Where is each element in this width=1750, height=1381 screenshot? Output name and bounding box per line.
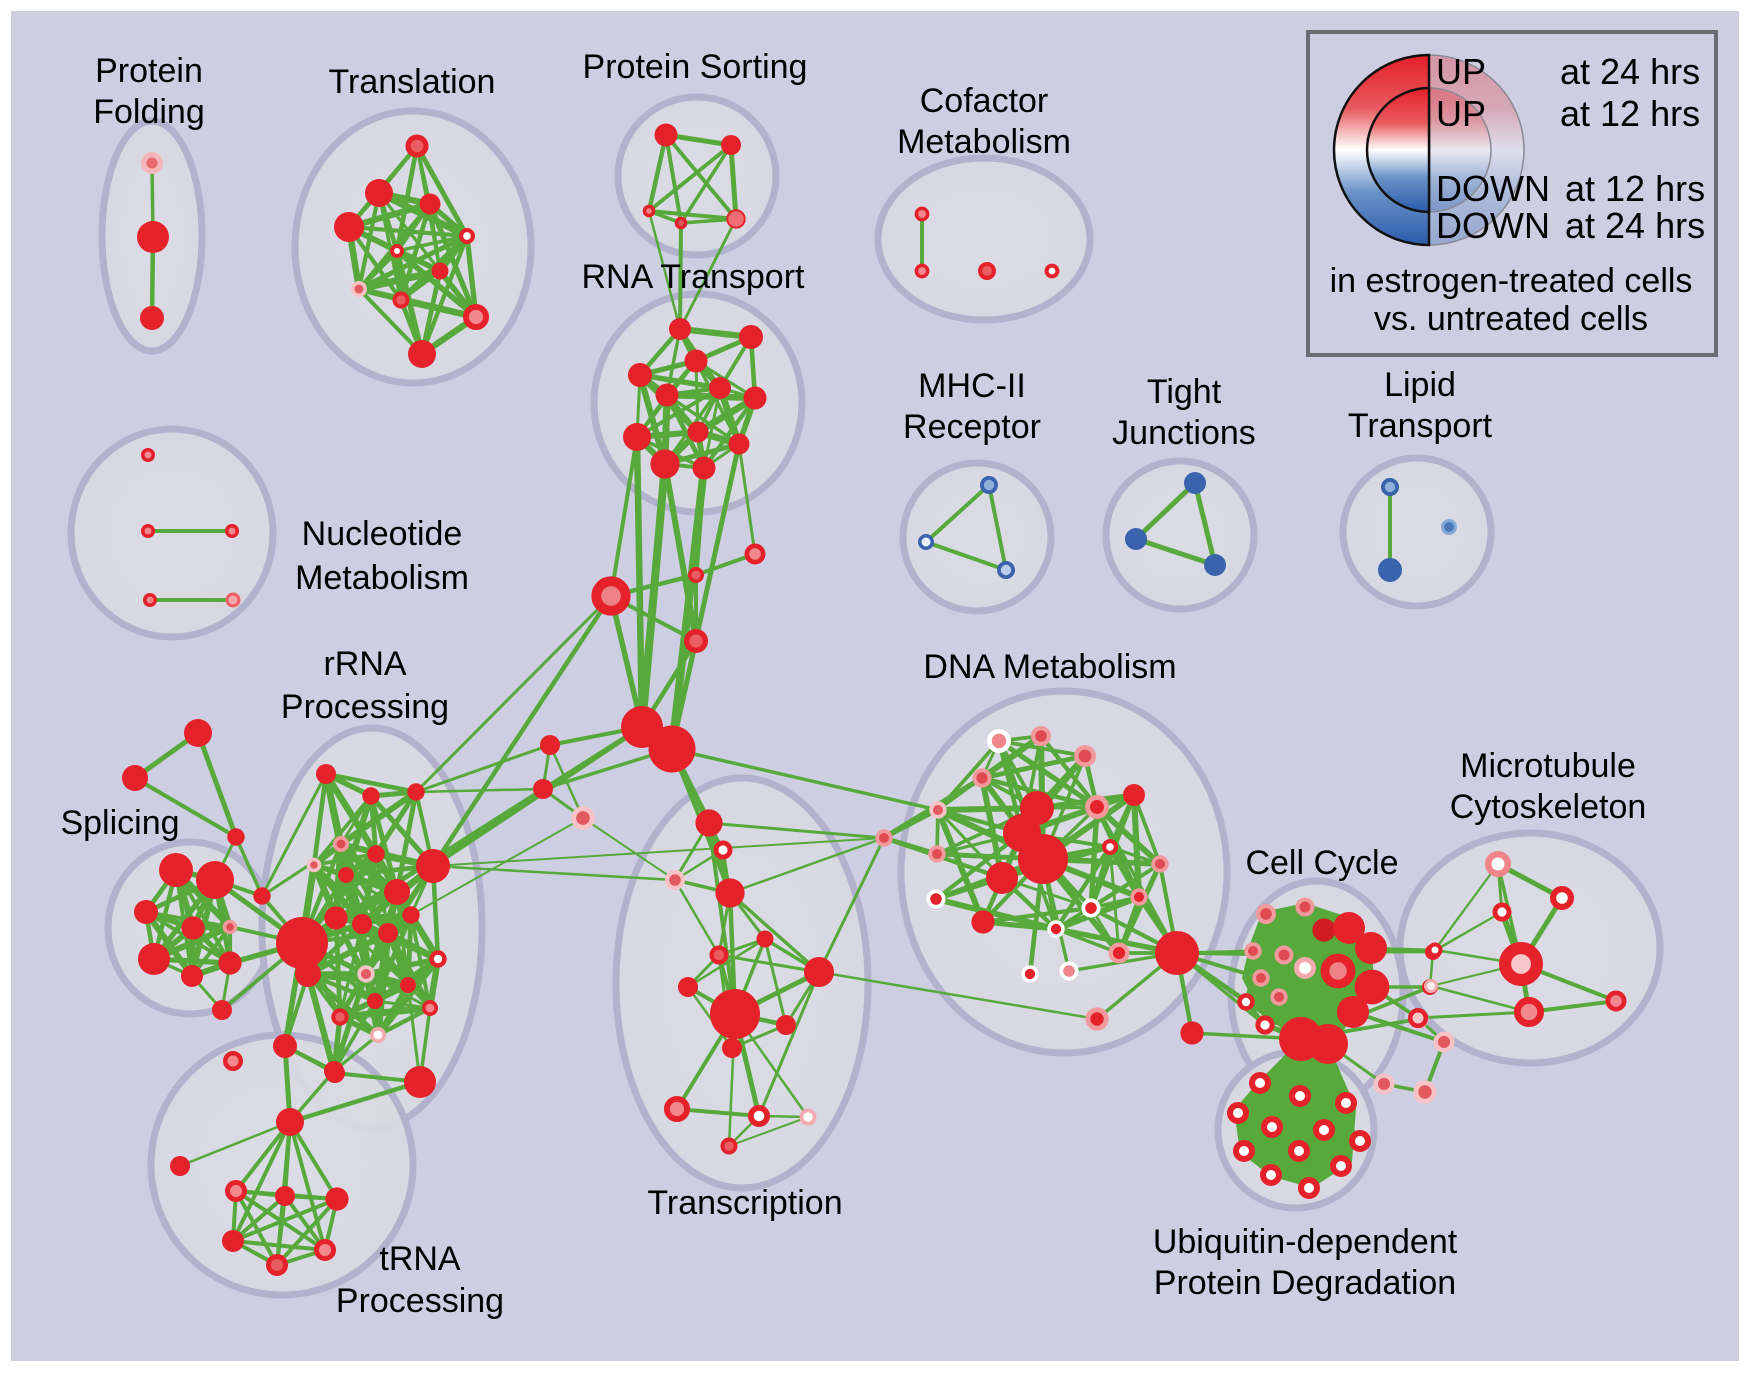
svg-text:Ubiquitin-dependent: Ubiquitin-dependent (1153, 1223, 1458, 1261)
svg-text:at 24 hrs: at 24 hrs (1565, 205, 1705, 246)
svg-text:RNA Transport: RNA Transport (582, 258, 806, 296)
svg-text:Junctions: Junctions (1112, 414, 1256, 452)
svg-text:tRNA: tRNA (379, 1240, 461, 1278)
svg-text:DNA Metabolism: DNA Metabolism (923, 648, 1176, 686)
svg-text:Protein Degradation: Protein Degradation (1154, 1264, 1456, 1302)
svg-text:Splicing: Splicing (60, 804, 179, 842)
svg-text:Tight: Tight (1147, 373, 1222, 411)
svg-text:DOWN: DOWN (1436, 168, 1550, 209)
svg-text:UP: UP (1436, 51, 1486, 92)
svg-text:Lipid: Lipid (1384, 366, 1456, 404)
svg-text:Receptor: Receptor (903, 408, 1041, 446)
svg-text:in estrogen-treated cells: in estrogen-treated cells (1330, 262, 1693, 300)
svg-text:Cofactor: Cofactor (920, 82, 1049, 120)
svg-text:Folding: Folding (93, 93, 205, 131)
svg-text:Protein: Protein (95, 52, 203, 90)
svg-text:Microtubule: Microtubule (1460, 747, 1636, 785)
svg-text:Protein Sorting: Protein Sorting (583, 48, 808, 86)
svg-text:rRNA: rRNA (323, 645, 406, 683)
svg-text:UP: UP (1436, 93, 1486, 134)
svg-text:Metabolism: Metabolism (295, 559, 469, 597)
svg-text:at 12 hrs: at 12 hrs (1565, 168, 1705, 209)
svg-text:at 24 hrs: at 24 hrs (1560, 51, 1700, 92)
svg-text:DOWN: DOWN (1436, 205, 1550, 246)
svg-text:Processing: Processing (336, 1282, 504, 1320)
svg-text:vs. untreated cells: vs. untreated cells (1374, 300, 1648, 338)
svg-text:Transcription: Transcription (647, 1184, 842, 1222)
svg-text:at 12 hrs: at 12 hrs (1560, 93, 1700, 134)
svg-text:Translation: Translation (329, 63, 496, 101)
svg-text:MHC-II: MHC-II (918, 367, 1026, 405)
svg-text:Cell Cycle: Cell Cycle (1245, 844, 1398, 882)
svg-text:Processing: Processing (281, 688, 449, 726)
svg-text:Cytoskeleton: Cytoskeleton (1450, 788, 1647, 826)
svg-text:Metabolism: Metabolism (897, 123, 1071, 161)
svg-text:Nucleotide: Nucleotide (302, 515, 463, 553)
svg-text:Transport: Transport (1348, 407, 1493, 445)
